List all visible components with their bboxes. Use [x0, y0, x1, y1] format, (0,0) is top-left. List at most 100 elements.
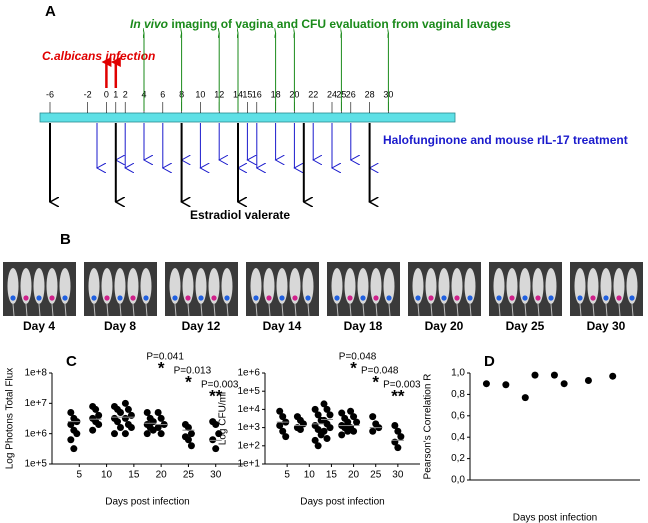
y-tick-label: 0,6: [451, 410, 465, 421]
tail: [469, 303, 472, 317]
panel-label: A: [45, 3, 56, 20]
x-tick-label: 25: [183, 470, 195, 481]
point: [353, 418, 361, 426]
y-tick-label: 1,0: [451, 368, 465, 379]
day-label: 28: [365, 89, 375, 99]
timeline-bar: [39, 112, 456, 123]
day-caption: Day 30: [587, 319, 626, 333]
mouse: [59, 268, 71, 304]
point: [338, 409, 346, 417]
tail: [362, 303, 365, 317]
mouse: [302, 268, 314, 304]
signal: [454, 295, 460, 301]
point: [326, 424, 334, 432]
signal: [62, 295, 68, 301]
x-axis-label: Days post infection: [513, 513, 598, 523]
x-axis-label: Days post infection: [105, 497, 190, 508]
infection-label: C.albicans infection: [42, 49, 155, 63]
day-label: 2: [123, 89, 128, 99]
signal: [347, 295, 353, 301]
point: [67, 436, 75, 444]
tail: [417, 303, 420, 317]
signal: [185, 295, 191, 301]
day-label: 0: [104, 89, 109, 99]
signal: [373, 295, 379, 301]
mouse: [506, 268, 518, 304]
point: [502, 381, 510, 389]
point: [314, 442, 322, 450]
point: [482, 380, 490, 388]
imaging-title-italic: In vivo: [130, 17, 168, 31]
tail: [579, 303, 582, 317]
point: [323, 435, 331, 443]
tail: [511, 303, 514, 317]
signal: [616, 295, 622, 301]
point: [95, 411, 103, 419]
mouse: [600, 268, 612, 304]
tail: [25, 303, 28, 317]
point: [143, 408, 151, 416]
day-label: 26: [346, 89, 356, 99]
tail: [443, 303, 446, 317]
significance: *: [350, 358, 357, 377]
point: [584, 376, 592, 384]
signal: [386, 295, 392, 301]
y-tick-label: 1e+3: [237, 422, 260, 433]
point: [296, 425, 304, 433]
estradiol-label: Estradiol valerate: [190, 208, 290, 222]
y-tick-label: 1e+5: [237, 386, 260, 397]
point: [70, 445, 78, 453]
mouse: [182, 268, 194, 304]
tail: [132, 303, 135, 317]
point: [215, 430, 223, 438]
x-tick-label: 5: [284, 470, 290, 481]
point: [157, 430, 165, 438]
point: [314, 411, 322, 419]
tail: [38, 303, 41, 317]
point: [67, 421, 75, 429]
point: [311, 436, 319, 444]
mouse: [357, 268, 369, 304]
x-tick-label: 15: [326, 470, 338, 481]
x-tick-label: 5: [77, 470, 83, 481]
signal: [224, 295, 230, 301]
day-label: -2: [84, 89, 92, 99]
day-label: 10: [195, 89, 205, 99]
point: [116, 408, 124, 416]
day-caption: Day 14: [263, 319, 302, 333]
point: [89, 426, 97, 434]
point: [212, 445, 220, 453]
point: [121, 430, 129, 438]
tail: [255, 303, 258, 317]
mouse: [370, 268, 382, 304]
x-tick-label: 20: [156, 470, 168, 481]
point: [347, 407, 355, 415]
tail: [93, 303, 96, 317]
y-tick-label: 1e+2: [237, 440, 260, 451]
mouse: [493, 268, 505, 304]
tail: [618, 303, 621, 317]
tail: [605, 303, 608, 317]
signal: [441, 295, 447, 301]
signal: [535, 295, 541, 301]
signal: [23, 295, 29, 301]
point: [184, 436, 192, 444]
y-tick-label: 1e+4: [237, 404, 260, 415]
signal: [334, 295, 340, 301]
x-tick-label: 30: [210, 470, 222, 481]
tail: [430, 303, 433, 317]
tail: [307, 303, 310, 317]
panel-label: D: [484, 353, 495, 370]
point: [314, 425, 322, 433]
signal: [590, 295, 596, 301]
point: [157, 414, 165, 422]
mouse: [519, 268, 531, 304]
signal: [143, 295, 149, 301]
tail: [51, 303, 54, 317]
point: [344, 418, 352, 426]
y-tick-label: 1e+6: [237, 368, 260, 379]
x-tick-label: 10: [304, 470, 316, 481]
day-caption: Day 25: [506, 319, 545, 333]
y-tick-label: 1e+6: [24, 428, 47, 439]
p-value: P=0.013: [174, 366, 212, 377]
